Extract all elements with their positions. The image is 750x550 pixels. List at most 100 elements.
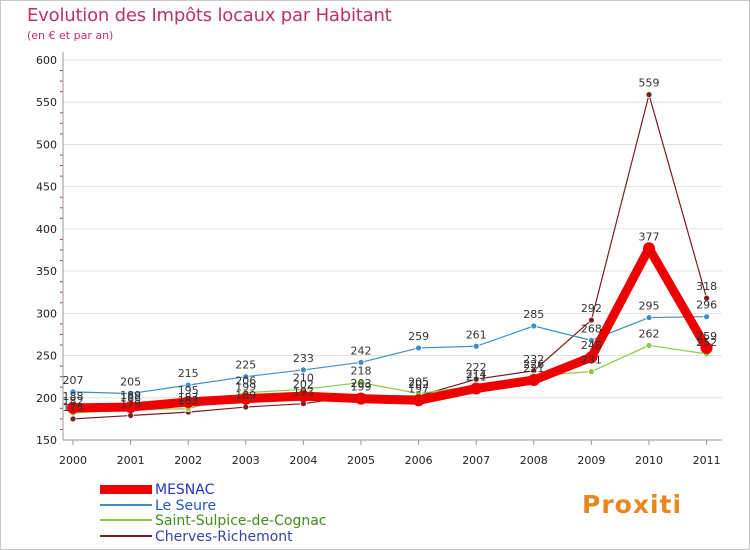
data-label: 193 <box>293 386 314 399</box>
y-tick-label: 150 <box>36 434 57 447</box>
data-point <box>588 336 595 344</box>
x-tick-label: 2006 <box>405 454 433 467</box>
y-tick-label: 250 <box>36 350 57 363</box>
data-label: 189 <box>235 389 256 402</box>
data-label: 225 <box>235 359 256 372</box>
data-point <box>69 388 77 396</box>
chart-title: Evolution des Impôts locaux par Habitant <box>27 5 392 26</box>
data-point <box>242 373 250 381</box>
data-label: 205 <box>120 376 141 389</box>
legend-label: Saint-Sulpice-de-Cognac <box>155 513 327 529</box>
series-line <box>72 344 708 414</box>
data-point <box>67 401 79 414</box>
data-point <box>700 341 713 354</box>
data-label: 206 <box>235 375 256 388</box>
data-label: 222 <box>466 361 487 374</box>
data-label: 205 <box>408 376 429 389</box>
data-point <box>412 394 425 407</box>
data-point <box>127 390 135 397</box>
data-point <box>184 381 192 389</box>
data-label: 187 <box>178 391 199 404</box>
data-label: 377 <box>639 230 660 243</box>
data-label: 186 <box>120 392 141 405</box>
y-tick-label: 400 <box>36 223 57 236</box>
data-label: 207 <box>63 374 84 387</box>
data-point <box>357 358 365 366</box>
data-label: 214 <box>466 368 487 381</box>
data-point <box>530 322 538 330</box>
x-tick-label: 2009 <box>577 454 605 467</box>
data-label: 259 <box>696 330 717 343</box>
data-label: 296 <box>696 299 717 312</box>
data-label: 202 <box>408 378 429 391</box>
series-line <box>72 94 708 420</box>
series-le-seure <box>69 313 710 397</box>
y-tick-label: 450 <box>36 181 57 194</box>
y-tick-label: 200 <box>36 392 57 405</box>
data-point <box>239 392 252 405</box>
data-label: 221 <box>523 362 544 375</box>
data-label: 175 <box>63 401 84 414</box>
data-point <box>588 368 595 376</box>
legend-swatch <box>100 534 152 537</box>
data-label: 218 <box>351 365 372 378</box>
data-label: 199 <box>351 381 372 394</box>
data-point <box>355 392 367 405</box>
data-label: 295 <box>639 300 660 313</box>
data-point <box>585 351 598 364</box>
x-tick-label: 2010 <box>635 454 663 467</box>
data-label: 199 <box>235 381 256 394</box>
data-label: 268 <box>581 322 602 335</box>
data-label: 248 <box>581 339 602 352</box>
data-point <box>703 294 710 302</box>
x-tick-label: 2011 <box>693 454 721 467</box>
data-label: 232 <box>523 353 544 366</box>
data-label: 242 <box>351 344 372 357</box>
x-tick-label: 2002 <box>174 454 202 467</box>
data-point <box>415 344 423 352</box>
data-point <box>703 313 710 321</box>
data-point <box>127 412 135 419</box>
data-label: 292 <box>581 302 602 315</box>
legend-label: Cherves-Richemont <box>155 528 293 545</box>
data-point <box>472 342 480 350</box>
data-label: 197 <box>408 382 429 395</box>
series-cherves-richemont <box>69 91 710 423</box>
data-label: 211 <box>466 370 487 383</box>
y-tick-label: 600 <box>36 54 57 67</box>
data-label: 261 <box>466 328 487 341</box>
data-point <box>297 390 310 403</box>
data-label: 179 <box>120 398 141 411</box>
data-point <box>643 242 655 255</box>
data-label: 226 <box>523 358 544 371</box>
x-tick-label: 2003 <box>232 454 260 467</box>
data-label: 195 <box>178 384 199 397</box>
y-tick-label: 550 <box>36 96 57 109</box>
data-point <box>69 415 77 423</box>
data-label: 203 <box>351 377 372 390</box>
data-point <box>182 396 195 408</box>
legend-swatch <box>100 503 152 506</box>
chart-subtitle: (en € et par an) <box>27 29 114 42</box>
legend-swatch <box>100 484 152 494</box>
series-mesnac <box>67 242 713 414</box>
x-tick-label: 2001 <box>117 454 145 467</box>
data-point <box>645 342 653 349</box>
data-label: 285 <box>523 308 544 321</box>
y-tick-label: 300 <box>36 307 57 320</box>
data-label: 252 <box>696 336 717 349</box>
x-tick-label: 2007 <box>462 454 490 467</box>
y-tick-label: 500 <box>36 138 57 151</box>
data-label: 202 <box>293 378 314 391</box>
data-point <box>242 403 250 411</box>
data-point <box>470 382 483 395</box>
data-label: 189 <box>120 389 141 402</box>
data-label: 188 <box>63 390 84 403</box>
series-line <box>68 243 712 413</box>
x-tick-label: 2005 <box>347 454 375 467</box>
legend-swatch <box>100 519 152 521</box>
y-tick-label: 350 <box>36 265 57 278</box>
data-label: 259 <box>408 330 429 343</box>
